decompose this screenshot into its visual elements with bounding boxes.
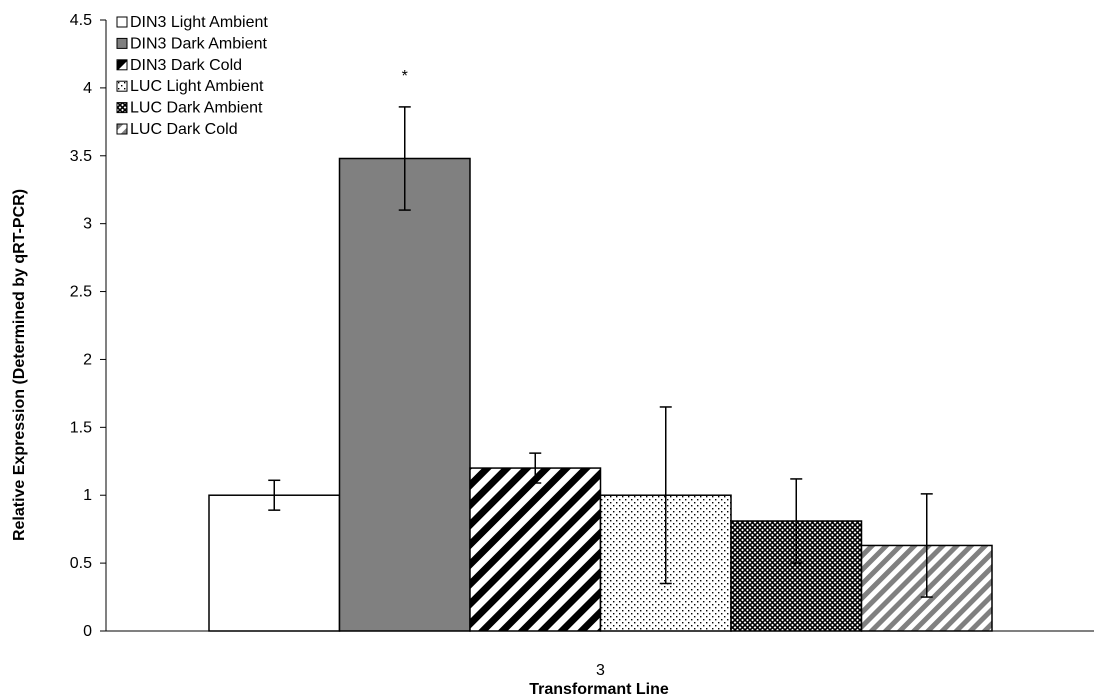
y-tick-label: 0.5 — [70, 555, 92, 572]
legend-item: DIN3 Light Ambient — [116, 14, 268, 31]
y-tick-label: 4.5 — [70, 12, 92, 29]
x-axis: 3 — [106, 630, 1094, 679]
x-axis-title: Transformant Line — [529, 681, 669, 698]
legend-label: LUC Light Ambient — [130, 78, 264, 95]
y-tick-label: 1.5 — [70, 419, 92, 436]
y-tick-label: 1 — [83, 487, 92, 504]
y-tick-label: 0 — [83, 623, 92, 640]
bar-din3-light-ambient — [208, 494, 341, 632]
legend-label: DIN3 Dark Ambient — [130, 35, 267, 52]
legend-item: LUC Light Ambient — [116, 78, 264, 95]
legend-swatch — [116, 37, 128, 49]
legend-item: DIN3 Dark Ambient — [116, 35, 267, 52]
legend-label: LUC Dark Cold — [130, 121, 238, 138]
bar-din3-dark-cold — [469, 467, 602, 632]
error-bar — [920, 493, 933, 598]
legend-swatch — [116, 80, 128, 92]
legend-swatch — [116, 59, 128, 71]
x-tick-label: 3 — [596, 662, 605, 679]
y-tick-label: 2 — [83, 351, 92, 368]
error-bar — [529, 452, 542, 484]
error-bars — [268, 106, 933, 598]
significance-marker: * — [402, 68, 408, 85]
error-bar — [398, 106, 411, 211]
y-tick-label: 2.5 — [70, 284, 92, 301]
bars — [208, 157, 993, 632]
legend-item: LUC Dark Cold — [116, 121, 238, 138]
y-tick-label: 4 — [83, 80, 92, 97]
y-axis: 0 0.5 1 1.5 2 2.5 3 3.5 4 4.5 — [70, 12, 107, 640]
error-bar — [268, 479, 281, 511]
bar-din3-dark-ambient — [338, 157, 471, 632]
y-tick-label: 3 — [83, 216, 92, 233]
legend-label: DIN3 Light Ambient — [130, 14, 268, 31]
legend-swatch — [116, 123, 128, 135]
annotations: * — [402, 68, 408, 85]
legend-label: LUC Dark Ambient — [130, 100, 263, 117]
legend-item: DIN3 Dark Cold — [116, 57, 242, 74]
error-bar — [790, 478, 803, 564]
legend: DIN3 Light Ambient DIN3 Dark Ambient DIN3 … — [116, 14, 268, 138]
y-axis-title: Relative Expression (Determined by qRT-P… — [11, 189, 28, 541]
legend-label: DIN3 Dark Cold — [130, 57, 242, 74]
legend-swatch — [116, 16, 128, 28]
legend-item: LUC Dark Ambient — [116, 100, 263, 117]
y-tick-label: 3.5 — [70, 148, 92, 165]
error-bar — [659, 406, 672, 585]
legend-swatch — [116, 102, 128, 114]
